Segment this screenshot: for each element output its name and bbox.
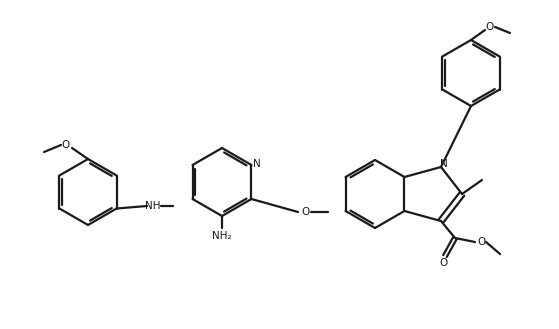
Text: N: N — [253, 159, 260, 169]
Text: O: O — [477, 237, 485, 247]
Text: N: N — [440, 159, 448, 169]
Text: O: O — [301, 207, 309, 217]
Text: O: O — [486, 22, 494, 32]
Text: O: O — [62, 140, 70, 150]
Text: NH: NH — [145, 201, 161, 211]
Text: NH₂: NH₂ — [212, 231, 232, 241]
Text: O: O — [439, 258, 447, 268]
